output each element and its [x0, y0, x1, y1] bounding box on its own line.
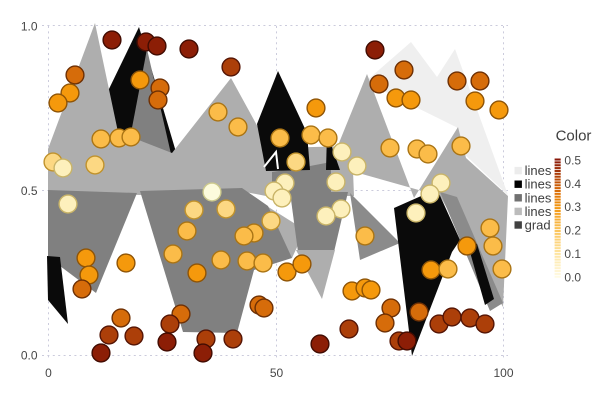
svg-text:Color: Color: [556, 128, 592, 145]
svg-text:1.0: 1.0: [21, 20, 38, 34]
svg-text:0.0: 0.0: [21, 349, 38, 363]
svg-text:0.2: 0.2: [564, 224, 581, 238]
svg-text:50: 50: [270, 366, 284, 380]
svg-text:100: 100: [493, 366, 513, 380]
svg-text:0.3: 0.3: [564, 200, 581, 214]
svg-text:0.4: 0.4: [564, 177, 581, 191]
svg-text:0: 0: [45, 366, 52, 380]
svg-text:lines: lines: [525, 163, 552, 178]
svg-text:0.1: 0.1: [564, 247, 581, 261]
svg-text:lines: lines: [525, 204, 552, 219]
svg-text:lines: lines: [525, 190, 552, 205]
svg-text:grad: grad: [525, 218, 551, 233]
svg-text:0.5: 0.5: [564, 153, 581, 167]
svg-text:lines: lines: [525, 177, 552, 192]
svg-text:0.0: 0.0: [564, 270, 581, 284]
svg-text:0.5: 0.5: [21, 184, 38, 198]
